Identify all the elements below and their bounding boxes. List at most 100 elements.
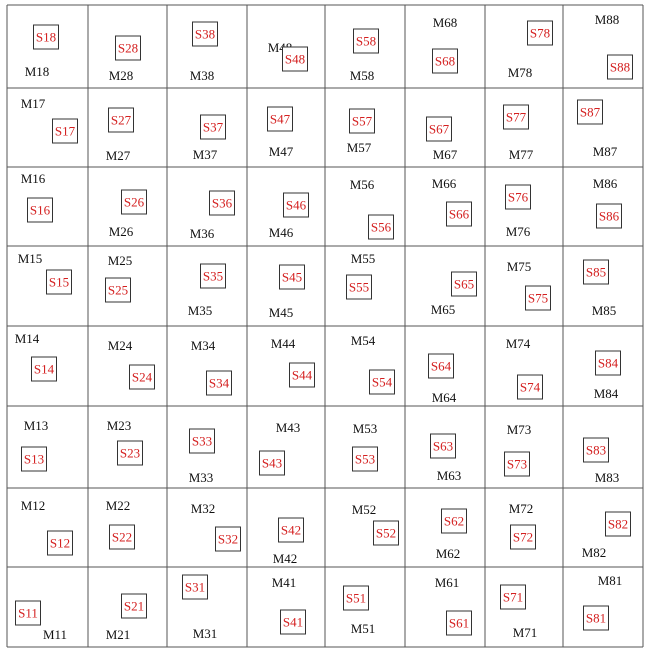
sensor-box: S54 bbox=[369, 369, 395, 395]
sensor-box: S88 bbox=[607, 54, 633, 80]
sensor-box: S15 bbox=[46, 269, 72, 295]
sensor-box: S66 bbox=[446, 201, 472, 227]
module-label: M75 bbox=[506, 259, 532, 274]
module-label: M81 bbox=[597, 573, 623, 588]
module-label: M11 bbox=[42, 627, 68, 642]
sensor-box: S52 bbox=[373, 520, 399, 546]
module-label: M31 bbox=[192, 626, 218, 641]
sensor-box: S53 bbox=[352, 446, 378, 472]
sensor-box: S84 bbox=[595, 350, 621, 376]
sensor-box: S76 bbox=[505, 184, 531, 210]
module-label: M36 bbox=[189, 226, 215, 241]
sensor-box: S61 bbox=[446, 610, 472, 636]
sensor-box: S75 bbox=[525, 285, 551, 311]
module-label: M38 bbox=[189, 68, 215, 83]
module-label: M82 bbox=[581, 545, 607, 560]
module-label: M76 bbox=[505, 224, 531, 239]
module-label: M15 bbox=[17, 251, 43, 266]
module-label: M24 bbox=[107, 338, 133, 353]
module-label: M84 bbox=[593, 386, 619, 401]
sensor-box: S16 bbox=[27, 197, 53, 223]
sensor-box: S63 bbox=[430, 433, 456, 459]
module-label: M87 bbox=[592, 144, 618, 159]
sensor-box: S12 bbox=[47, 530, 73, 556]
module-label: M25 bbox=[107, 253, 133, 268]
sensor-box: S45 bbox=[279, 264, 305, 290]
module-label: M27 bbox=[105, 148, 131, 163]
sensor-box: S36 bbox=[209, 190, 235, 216]
sensor-box: S14 bbox=[31, 356, 57, 382]
sensor-box: S25 bbox=[105, 277, 131, 303]
module-label: M55 bbox=[350, 251, 376, 266]
sensor-box: S44 bbox=[289, 362, 315, 388]
sensor-box: S86 bbox=[596, 203, 622, 229]
sensor-box: S81 bbox=[583, 605, 609, 631]
module-label: M56 bbox=[349, 177, 375, 192]
sensor-box: S55 bbox=[346, 274, 372, 300]
module-label: M68 bbox=[432, 15, 458, 30]
sensor-box: S13 bbox=[21, 446, 47, 472]
sensor-box: S77 bbox=[503, 104, 529, 130]
module-label: M77 bbox=[508, 147, 534, 162]
sensor-box: S11 bbox=[15, 600, 41, 626]
module-label: M66 bbox=[431, 176, 457, 191]
module-label: M47 bbox=[268, 144, 294, 159]
module-label: M73 bbox=[506, 422, 532, 437]
sensor-box: S42 bbox=[278, 517, 304, 543]
module-label: M45 bbox=[268, 305, 294, 320]
module-label: M72 bbox=[508, 501, 534, 516]
module-label: M83 bbox=[594, 470, 620, 485]
sensor-box: S31 bbox=[182, 574, 208, 600]
sensor-box: S56 bbox=[368, 214, 394, 240]
module-label: M64 bbox=[431, 390, 457, 405]
sensor-box: S74 bbox=[517, 374, 543, 400]
sensor-box: S22 bbox=[109, 524, 135, 550]
module-label: M62 bbox=[435, 546, 461, 561]
sensor-box: S28 bbox=[115, 35, 141, 61]
module-label: M52 bbox=[351, 502, 377, 517]
module-label: M88 bbox=[594, 12, 620, 27]
module-label: M67 bbox=[432, 147, 458, 162]
module-label: M44 bbox=[270, 336, 296, 351]
module-label: M37 bbox=[192, 147, 218, 162]
sensor-box: S18 bbox=[33, 24, 59, 50]
sensor-box: S87 bbox=[577, 99, 603, 125]
sensor-box: S64 bbox=[428, 353, 454, 379]
module-label: M61 bbox=[434, 575, 460, 590]
sensor-box: S58 bbox=[353, 28, 379, 54]
module-label: M42 bbox=[272, 551, 298, 566]
sensor-box: S43 bbox=[259, 450, 285, 476]
module-label: M41 bbox=[271, 575, 297, 590]
module-label: M13 bbox=[23, 418, 49, 433]
sensor-box: S85 bbox=[583, 259, 609, 285]
sensor-box: S37 bbox=[200, 114, 226, 140]
sensor-box: S47 bbox=[267, 106, 293, 132]
sensor-box: S67 bbox=[426, 116, 452, 142]
module-label: M33 bbox=[188, 470, 214, 485]
sensor-box: S72 bbox=[510, 524, 536, 550]
sensor-box: S33 bbox=[189, 428, 215, 454]
module-label: M34 bbox=[190, 338, 216, 353]
module-label: M78 bbox=[507, 65, 533, 80]
module-label: M63 bbox=[436, 468, 462, 483]
module-label: M17 bbox=[20, 96, 46, 111]
sensor-box: S32 bbox=[215, 526, 241, 552]
sensor-box: S78 bbox=[527, 20, 553, 46]
module-label: M23 bbox=[106, 418, 132, 433]
module-label: M12 bbox=[20, 498, 46, 513]
sensor-box: S26 bbox=[121, 189, 147, 215]
sensor-box: S35 bbox=[200, 263, 226, 289]
sensor-box: S23 bbox=[117, 440, 143, 466]
sensor-box: S62 bbox=[441, 508, 467, 534]
sensor-box: S57 bbox=[349, 108, 375, 134]
module-label: M43 bbox=[275, 420, 301, 435]
sensor-box: S27 bbox=[108, 107, 134, 133]
sensor-box: S73 bbox=[504, 451, 530, 477]
module-label: M57 bbox=[346, 140, 372, 155]
sensor-box: S34 bbox=[206, 370, 232, 396]
sensor-box: S17 bbox=[52, 118, 78, 144]
module-label: M51 bbox=[350, 621, 376, 636]
module-label: M18 bbox=[24, 64, 50, 79]
module-label: M74 bbox=[505, 336, 531, 351]
module-label: M46 bbox=[268, 225, 294, 240]
